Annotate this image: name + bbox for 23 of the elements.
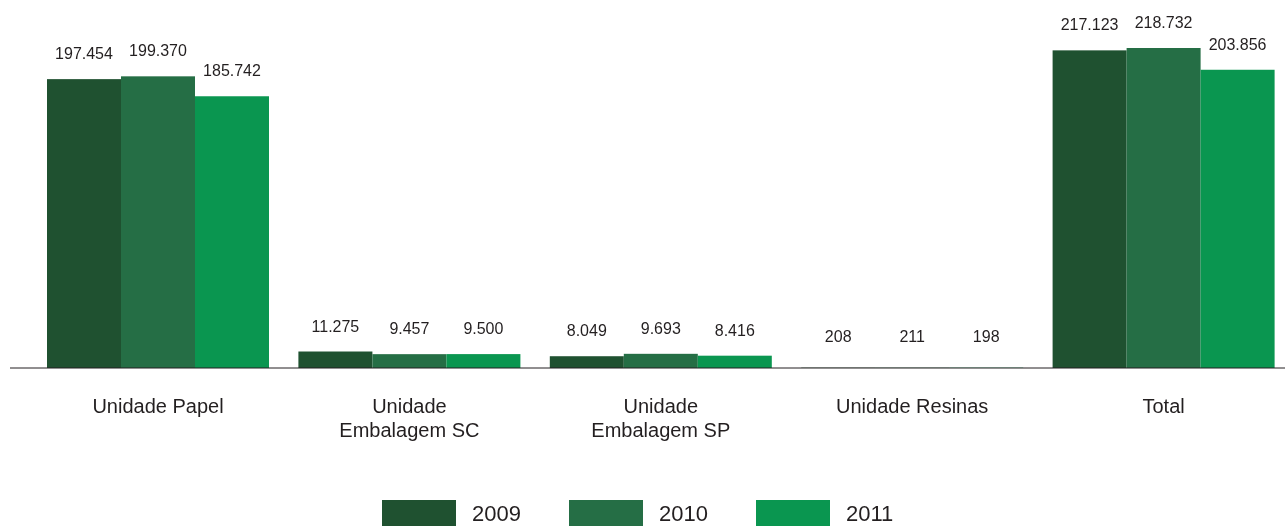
x-tick-label: Unidade Papel — [92, 395, 224, 417]
data-label: 211 — [899, 328, 926, 345]
data-label: 185.742 — [203, 62, 262, 80]
data-label: 217.123 — [1060, 16, 1119, 34]
legend-label: 2010 — [659, 501, 708, 526]
data-label: 203.856 — [1208, 35, 1267, 53]
data-label: 11.275 — [311, 317, 360, 335]
x-tick-label: Unidade Embalagem SC — [339, 395, 480, 441]
data-label: 197.454 — [55, 45, 114, 63]
data-label: 9.500 — [463, 320, 504, 338]
data-label: 9.457 — [389, 320, 430, 338]
legend-label: 2011 — [846, 501, 894, 526]
data-label: 198 — [972, 328, 1000, 345]
data-label: 9.693 — [640, 319, 681, 337]
data-label: 8.049 — [566, 322, 607, 340]
x-tick-label: Total — [1142, 395, 1185, 417]
data-label: 199.370 — [129, 42, 188, 60]
data-label: 218.732 — [1134, 14, 1193, 31]
x-tick-label: Unidade Resinas — [836, 395, 989, 417]
data-label: 8.416 — [714, 321, 755, 339]
legend-label: 2009 — [472, 501, 521, 526]
x-tick-label: Unidade Embalagem SP — [591, 395, 731, 441]
data-label: 208 — [824, 328, 852, 345]
